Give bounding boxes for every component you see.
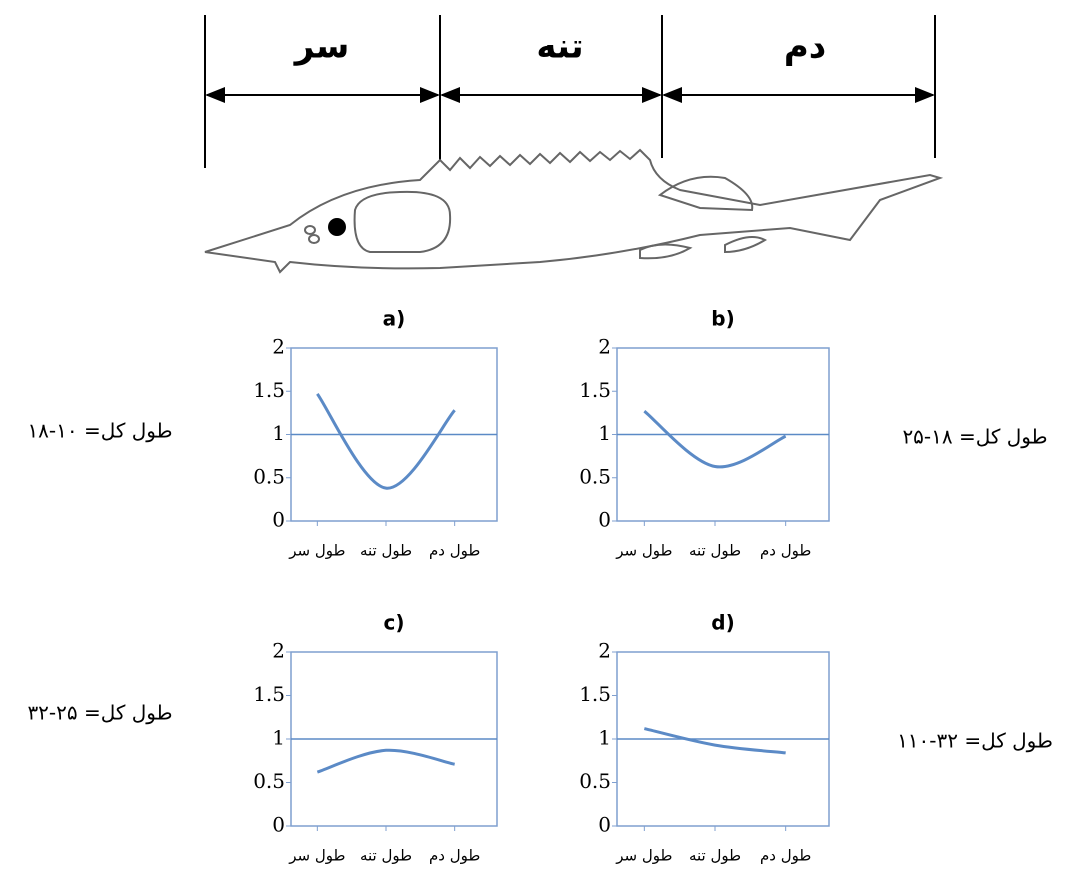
annotation: طول کل= ۲۵-۳۲: [27, 701, 172, 725]
chart-title: b): [711, 307, 734, 331]
annotation: طول کل= ۱۰-۱۸: [27, 419, 172, 443]
data-line: [316, 748, 455, 774]
x-tick-label: طول تنه: [689, 542, 741, 560]
annotation: طول کل= ۳۲-۱۱۰: [897, 729, 1053, 753]
y-tick-label: 1.5: [253, 378, 285, 402]
y-tick-label: 0.5: [579, 464, 611, 488]
x-tick-label: طول سر: [288, 542, 345, 560]
y-tick-label: 0.5: [579, 769, 611, 793]
x-tick-label: طول دم: [429, 542, 480, 560]
y-tick-label: 1: [272, 421, 285, 445]
region-label: دم: [784, 27, 826, 67]
y-tick-label: 0: [272, 508, 285, 532]
x-tick-label: طول تنه: [360, 542, 412, 560]
region-label: سر: [293, 27, 350, 67]
y-tick-label: 0.5: [253, 769, 285, 793]
y-tick-label: 1.5: [579, 378, 611, 402]
y-tick-label: 0: [598, 813, 611, 837]
data-line: [316, 392, 456, 490]
y-tick-label: 1.5: [579, 682, 611, 706]
x-tick-label: طول دم: [760, 847, 811, 865]
data-line: [643, 727, 786, 755]
fish-outline: [204, 148, 944, 274]
x-tick-label: طول دم: [760, 542, 811, 560]
x-tick-label: طول دم: [429, 847, 480, 865]
y-tick-label: 0: [272, 813, 285, 837]
y-tick-label: 0.5: [253, 464, 285, 488]
y-tick-label: 1: [598, 726, 611, 750]
x-tick-label: طول تنه: [360, 847, 412, 865]
y-tick-label: 1.5: [253, 682, 285, 706]
y-tick-label: 2: [272, 639, 285, 663]
chart-title: a): [383, 307, 406, 331]
fish-diagram: سر تنه دم: [204, 15, 944, 274]
x-tick-label: طول سر: [615, 542, 672, 560]
y-tick-label: 2: [598, 335, 611, 359]
region-label: تنه: [536, 27, 583, 67]
chart-title: d): [711, 611, 734, 635]
y-tick-label: 2: [272, 335, 285, 359]
chart-title: c): [384, 611, 405, 635]
x-tick-label: طول سر: [288, 847, 345, 865]
y-tick-label: 2: [598, 639, 611, 663]
x-tick-label: طول تنه: [689, 847, 741, 865]
y-tick-label: 0: [598, 508, 611, 532]
data-line: [643, 409, 787, 469]
annotation: طول کل= ۱۸-۲۵: [902, 425, 1047, 449]
x-tick-label: طول سر: [615, 847, 672, 865]
y-tick-label: 1: [272, 726, 285, 750]
y-tick-label: 1: [598, 421, 611, 445]
